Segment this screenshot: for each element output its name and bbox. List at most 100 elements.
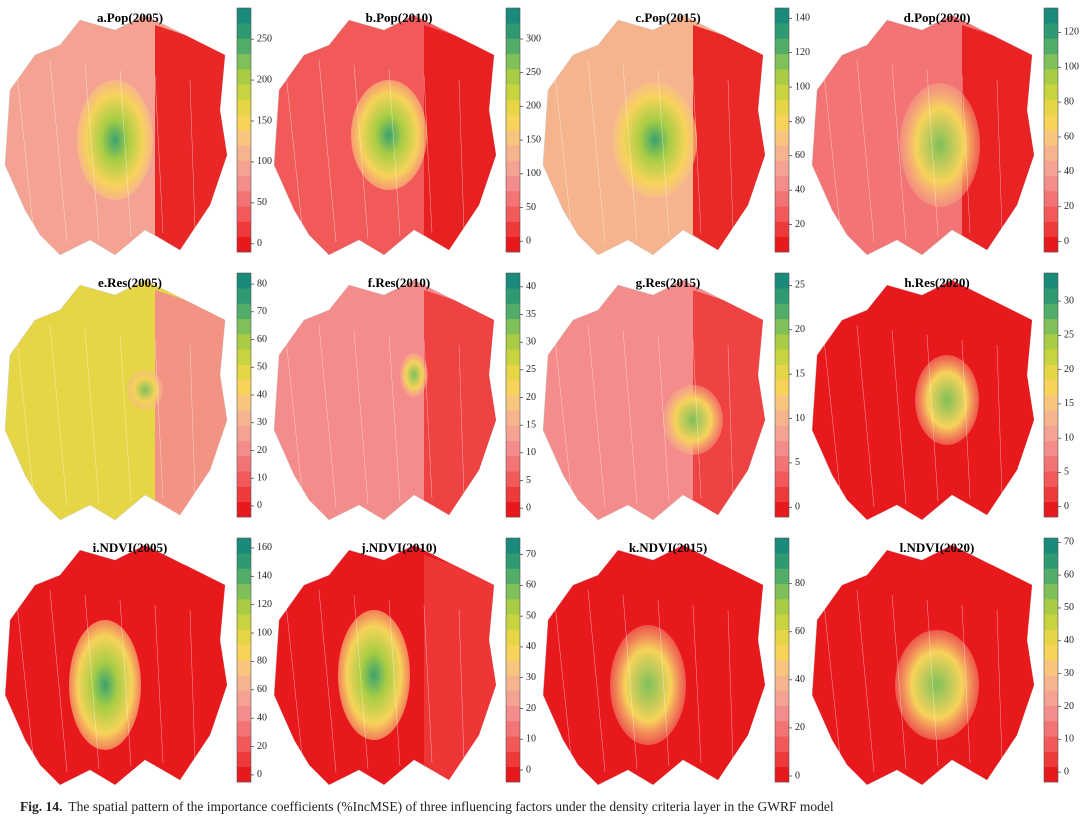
colorbar-tick-label: 10 xyxy=(1064,432,1074,443)
colorbar-band xyxy=(237,379,251,396)
colorbar-band xyxy=(775,538,789,554)
colorbar-band xyxy=(237,599,251,615)
map xyxy=(273,14,497,256)
colorbar-frame xyxy=(1043,272,1059,518)
colorbar-band xyxy=(506,425,520,442)
colorbar-band xyxy=(775,99,789,116)
colorbar-band xyxy=(1044,236,1058,253)
colorbar-band xyxy=(506,568,520,585)
hotspot xyxy=(400,353,428,397)
colorbar-tick-label: 300 xyxy=(526,33,541,44)
colorbar-band xyxy=(237,145,251,161)
colorbar-tick-label: 0 xyxy=(1064,766,1069,777)
colorbar-band xyxy=(237,236,251,253)
caption: Fig. 14. The spatial pattern of the impor… xyxy=(20,799,834,814)
colorbar-band xyxy=(1044,379,1058,396)
colorbar-band xyxy=(506,395,520,411)
colorbar-band xyxy=(1044,145,1058,161)
colorbar-band xyxy=(237,395,251,411)
colorbar-band xyxy=(237,440,251,457)
region-east xyxy=(693,25,765,250)
colorbar-band xyxy=(775,553,789,569)
map xyxy=(4,14,228,256)
colorbar-tick-label: 60 xyxy=(1064,131,1074,142)
colorbar-band xyxy=(775,334,789,350)
colorbar-tick-label: 15 xyxy=(526,419,536,430)
colorbar-band xyxy=(1044,736,1058,752)
road xyxy=(49,589,68,773)
map-panel: f.Res(2010) 0 5 10 15 20 25 30 35 40 xyxy=(273,272,536,521)
road xyxy=(119,334,132,502)
colorbar-band xyxy=(775,629,789,646)
colorbar-band xyxy=(237,553,251,569)
panel-title: e.Res(2005) xyxy=(98,275,162,290)
colorbar-band xyxy=(775,751,789,768)
road xyxy=(14,319,36,511)
colorbar-tick-label: 40 xyxy=(257,712,267,723)
colorbar-tick-label: 60 xyxy=(795,626,805,637)
colorbar-band xyxy=(775,206,789,222)
map xyxy=(542,544,766,786)
map-panel: j.NDVI(2010) 0 10 20 30 40 50 60 70 xyxy=(273,537,536,786)
colorbar-band xyxy=(237,568,251,585)
colorbar-tick-label: 120 xyxy=(795,47,810,58)
colorbar-band xyxy=(775,364,789,381)
panel-title: g.Res(2015) xyxy=(636,275,701,290)
colorbar-band xyxy=(237,690,251,707)
road xyxy=(283,584,305,776)
road xyxy=(692,604,702,764)
colorbar-band xyxy=(1044,568,1058,585)
colorbar-band xyxy=(1044,766,1058,783)
colorbar-band xyxy=(506,23,520,39)
panel-title: j.NDVI(2010) xyxy=(360,540,436,555)
colorbar-band xyxy=(1044,553,1058,569)
colorbar-frame xyxy=(1043,537,1059,783)
colorbar-band xyxy=(506,38,520,55)
colorbar-band xyxy=(237,614,251,630)
hotspot xyxy=(338,610,410,740)
colorbar-band xyxy=(1044,38,1058,55)
colorbar-band xyxy=(775,736,789,752)
colorbar-tick-label: 30 xyxy=(526,672,536,683)
map xyxy=(542,279,766,521)
colorbar-band xyxy=(1044,364,1058,381)
colorbar-band xyxy=(775,395,789,411)
colorbar-band xyxy=(506,175,520,192)
road xyxy=(856,324,875,508)
colorbar-band xyxy=(506,318,520,335)
colorbar-tick-label: 100 xyxy=(257,156,272,167)
colorbar-band xyxy=(506,410,520,426)
colorbar-band xyxy=(775,84,789,100)
road xyxy=(961,74,971,234)
road xyxy=(388,69,401,237)
road xyxy=(821,54,843,246)
region-east xyxy=(693,290,765,515)
colorbar-tick-label: 20 xyxy=(526,703,536,714)
colorbar-band xyxy=(237,288,251,304)
colorbar-band xyxy=(237,84,251,100)
colorbar-band xyxy=(506,440,520,457)
colorbar-band xyxy=(1044,440,1058,457)
colorbar-band xyxy=(506,191,520,207)
colorbar-band xyxy=(775,644,789,661)
colorbar-tick-label: 80 xyxy=(795,578,805,589)
map-panel: g.Res(2015) 0 5 10 15 20 25 xyxy=(542,272,805,521)
region-east xyxy=(155,25,227,250)
region-east xyxy=(962,290,1034,515)
hotspot xyxy=(613,82,697,198)
colorbar-band xyxy=(1044,318,1058,335)
colorbar-band xyxy=(1044,410,1058,426)
colorbar-band xyxy=(237,191,251,207)
colorbar-band xyxy=(237,334,251,350)
colorbar-tick-label: 25 xyxy=(526,364,536,375)
region-east xyxy=(424,290,496,515)
colorbar-band xyxy=(775,486,789,503)
colorbar-band xyxy=(237,675,251,691)
colorbar-band xyxy=(506,644,520,661)
road xyxy=(821,319,843,511)
colorbar-band xyxy=(1044,206,1058,222)
colorbar-band xyxy=(775,349,789,365)
colorbar-band xyxy=(775,8,789,24)
colorbar-frame xyxy=(236,537,252,783)
colorbar-band xyxy=(237,425,251,442)
